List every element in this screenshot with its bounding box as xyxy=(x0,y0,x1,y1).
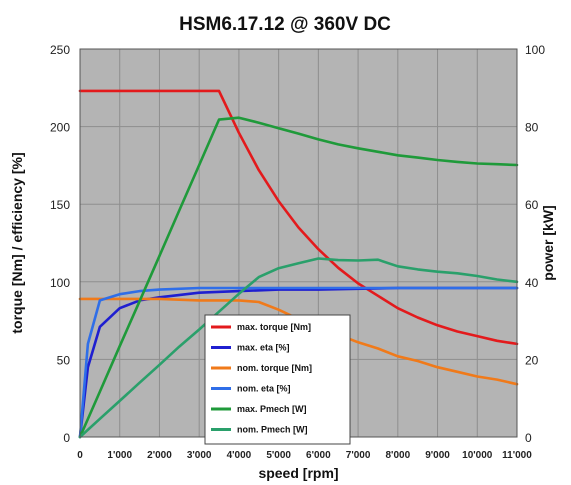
x-tick-label-5: 5'000 xyxy=(266,450,291,461)
x-axis-label: speed [rpm] xyxy=(258,465,338,481)
y2-tick-label-0: 0 xyxy=(525,431,532,445)
y-tick-label-2: 100 xyxy=(50,276,70,290)
y-tick-label-0: 0 xyxy=(63,431,70,445)
x-tick-label-4: 4'000 xyxy=(227,450,252,461)
legend-label-1: max. eta [%] xyxy=(237,343,290,353)
y2-tick-label-5: 100 xyxy=(525,43,545,57)
series-line-5 xyxy=(78,257,519,439)
legend-label-3: nom. eta [%] xyxy=(237,384,291,394)
x-tick-label-3: 3'000 xyxy=(187,450,212,461)
x-tick-label-8: 8'000 xyxy=(386,450,411,461)
y2-axis-label: power [kW] xyxy=(540,205,556,280)
y2-tick-label-1: 20 xyxy=(525,353,539,367)
y-tick-label-1: 50 xyxy=(57,353,71,367)
x-tick-label-10: 10'000 xyxy=(462,450,493,461)
y-tick-label-3: 150 xyxy=(50,198,70,212)
tick-labels: 0 50 100 150 200 250 0 20 40 60 80 100 0 1'000 2'000 3'… xyxy=(50,43,545,461)
legend-label-4: max. Pmech [W] xyxy=(237,404,307,414)
x-tick-label-11: 11'000 xyxy=(502,450,532,461)
x-tick-label-6: 6'000 xyxy=(306,450,331,461)
series-lines xyxy=(78,89,519,439)
y2-tick-label-3: 60 xyxy=(525,198,539,212)
x-tick-label-2: 2'000 xyxy=(147,450,172,461)
series-line-4 xyxy=(78,116,519,439)
legend: max. torque [Nm] max. eta [%] nom. torque … xyxy=(204,314,351,445)
y2-tick-label-4: 80 xyxy=(525,121,539,135)
y-axis-label: torque [Nm] / efficiency [%] xyxy=(9,152,25,333)
legend-box xyxy=(204,314,351,445)
legend-label-5: nom. Pmech [W] xyxy=(237,425,308,435)
y-tick-label-4: 200 xyxy=(50,121,70,135)
y-tick-label-5: 250 xyxy=(50,43,70,57)
y2-tick-label-2: 40 xyxy=(525,276,539,290)
legend-label-2: nom. torque [Nm] xyxy=(237,363,312,373)
x-tick-label-9: 9'000 xyxy=(425,450,450,461)
series-line-1 xyxy=(78,286,519,439)
x-tick-label-1: 1'000 xyxy=(107,450,132,461)
legend-label-0: max. torque [Nm] xyxy=(237,322,311,332)
x-tick-label-7: 7'000 xyxy=(346,450,371,461)
series-line-3 xyxy=(78,286,519,439)
chart-title: HSM6.17.12 @ 360V DC xyxy=(179,14,391,35)
x-tick-label-0: 0 xyxy=(77,450,83,461)
